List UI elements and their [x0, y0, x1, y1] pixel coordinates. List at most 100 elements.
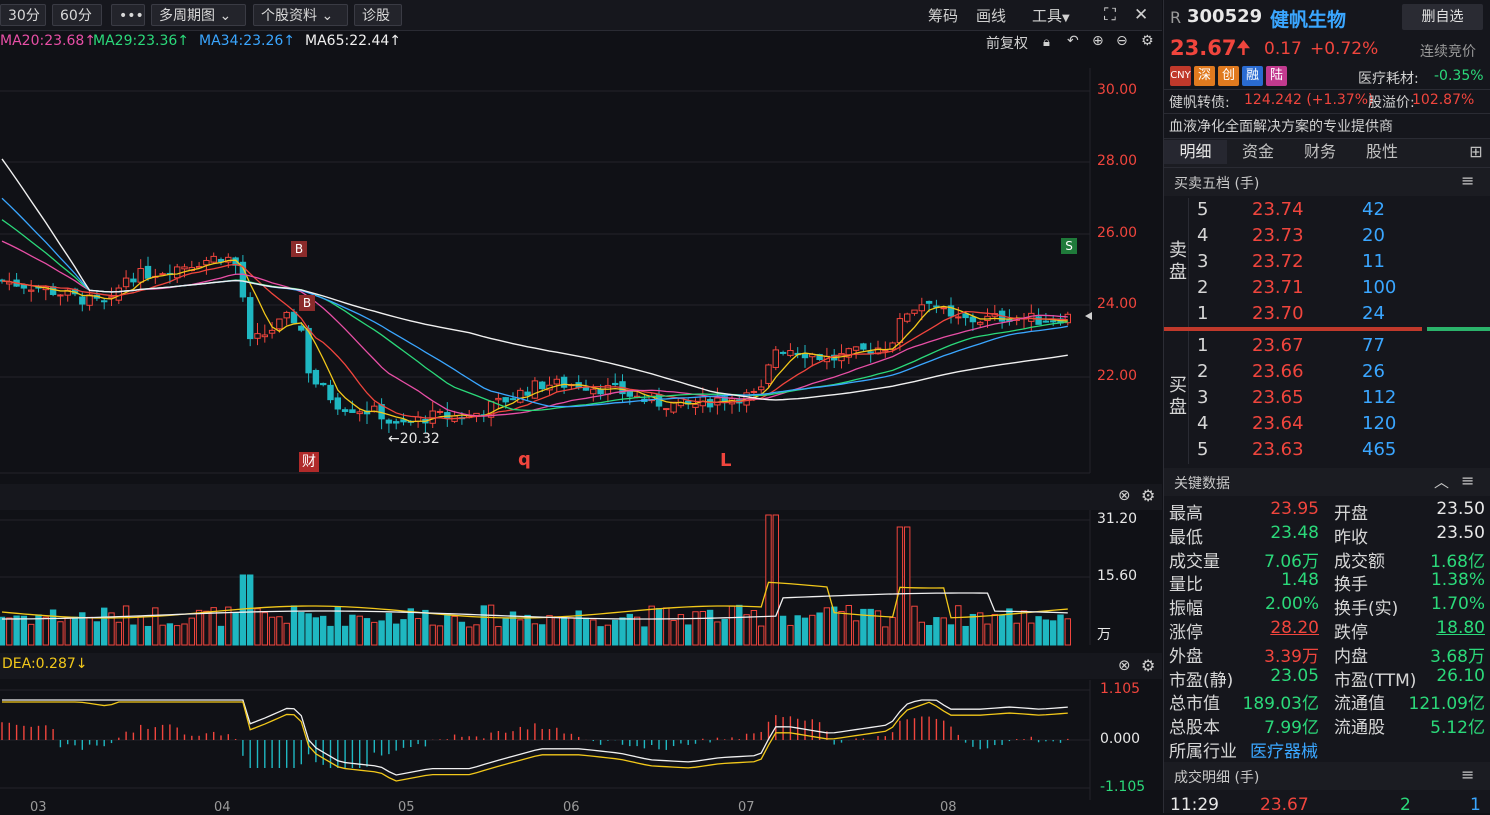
- connect-badge[interactable]: 陆: [1266, 66, 1287, 86]
- volume-bar: [122, 605, 130, 646]
- zoom-out-icon[interactable]: ⊖: [1116, 33, 1128, 49]
- low-price-label: ←20.32: [388, 431, 440, 447]
- adjust-button[interactable]: 前复权: [986, 36, 1028, 52]
- close-icon[interactable]: ✕: [1134, 5, 1149, 25]
- buy-marker[interactable]: B: [299, 295, 315, 311]
- close-macd-icon[interactable]: ⊗: [1118, 656, 1131, 674]
- menu-icon[interactable]: ≡: [1461, 171, 1475, 190]
- key-data-value: 2.00%: [1264, 594, 1319, 615]
- volume-bar: [736, 604, 743, 646]
- volume-bar: [268, 616, 276, 646]
- candle-body: [670, 401, 677, 413]
- order-level: 2: [1197, 277, 1209, 298]
- order-volume: 24: [1362, 303, 1385, 324]
- order-level: 2: [1197, 361, 1209, 382]
- collapse-icon[interactable]: ︿: [1434, 473, 1450, 491]
- undo-icon[interactable]: ↶: [1067, 33, 1079, 49]
- sell-order-row[interactable]: 5 23.74 42: [1164, 199, 1490, 225]
- order-volume: 26: [1362, 361, 1385, 382]
- candle-body: [969, 316, 977, 323]
- chips-button[interactable]: 筹码: [928, 7, 959, 25]
- volume-bar: [874, 610, 882, 646]
- settings-macd-icon[interactable]: ⚙: [1141, 656, 1155, 675]
- buy-order-row[interactable]: 5 23.63 465: [1164, 439, 1490, 465]
- fullscreen-icon[interactable]: ⛶: [1104, 5, 1116, 25]
- sell-order-row[interactable]: 2 23.71 100: [1164, 277, 1490, 303]
- volume-bar: [298, 612, 305, 646]
- key-data-value[interactable]: 28.20: [1270, 618, 1319, 638]
- candle-body: [232, 257, 239, 266]
- panel-layout-icon[interactable]: ⊞: [1469, 142, 1483, 161]
- chinext-badge[interactable]: 创: [1218, 66, 1239, 86]
- volume-bar: [239, 574, 247, 646]
- event-marker-l[interactable]: L: [720, 450, 732, 471]
- candle-body: [517, 389, 524, 403]
- volume-bar: [641, 626, 648, 646]
- volume-ma10-line: [1, 592, 1068, 620]
- key-data-value[interactable]: 18.80: [1436, 618, 1485, 638]
- period-60min-button[interactable]: 60分: [52, 4, 102, 26]
- price-grid: [0, 68, 1091, 800]
- candle-body: [268, 329, 276, 334]
- buy-order-row[interactable]: 3 23.65 112: [1164, 387, 1490, 413]
- order-level: 3: [1197, 251, 1209, 272]
- tab-detail[interactable]: 明细: [1164, 140, 1227, 164]
- sell-order-row[interactable]: 3 23.72 11: [1164, 251, 1490, 277]
- volume-bar: [166, 623, 174, 646]
- close-volume-icon[interactable]: ⊗: [1118, 486, 1131, 504]
- volume-bar: [706, 609, 714, 646]
- cny-badge[interactable]: CNY: [1170, 66, 1191, 86]
- menu-icon[interactable]: ≡: [1461, 765, 1475, 784]
- more-periods-button[interactable]: •••: [111, 4, 145, 26]
- price-tick: 22.00: [1097, 368, 1138, 384]
- remove-watchlist-button[interactable]: 删自选: [1402, 4, 1483, 30]
- sell-order-row[interactable]: 4 23.73 20: [1164, 225, 1490, 251]
- lock-icon[interactable]: 🔒︎: [1043, 35, 1050, 50]
- financial-report-marker[interactable]: 财: [299, 452, 319, 472]
- ma34-line: [1, 197, 1068, 408]
- shenzhen-badge[interactable]: 深: [1194, 66, 1215, 86]
- sell-side-label: 卖盘: [1169, 240, 1187, 283]
- candle-body: [947, 305, 955, 317]
- tab-finance[interactable]: 财务: [1303, 142, 1336, 161]
- x-tick: 04: [214, 800, 231, 815]
- price-change-pct: +0.72%: [1310, 39, 1379, 59]
- sell-order-row[interactable]: 1 23.70 24: [1164, 303, 1490, 329]
- order-level: 5: [1197, 199, 1209, 220]
- company-slogan: 血液净化全面解决方案的专业提供商: [1169, 119, 1393, 135]
- tab-funds[interactable]: 资金: [1241, 142, 1274, 161]
- event-marker-q[interactable]: q: [518, 449, 531, 470]
- volume-bar: [502, 618, 509, 646]
- volume-bar: [1035, 616, 1042, 646]
- order-price: 23.65: [1252, 387, 1304, 408]
- candle-body: [597, 388, 604, 395]
- diagnose-button[interactable]: 诊股: [354, 4, 402, 26]
- kline-chart[interactable]: ⊗ ⚙ ⊗ ⚙: [0, 54, 1162, 813]
- order-price: 23.72: [1252, 251, 1304, 272]
- tools-dropdown[interactable]: 工具▼: [1032, 7, 1070, 25]
- settings-volume-icon[interactable]: ⚙: [1141, 486, 1155, 505]
- industry-value[interactable]: 医疗器械: [1250, 742, 1318, 762]
- candle-body: [801, 353, 809, 359]
- draw-line-button[interactable]: 画线: [976, 7, 1007, 25]
- settings-icon[interactable]: ⚙: [1141, 33, 1154, 49]
- volume-bar: [889, 617, 896, 646]
- margin-badge[interactable]: 融: [1242, 66, 1263, 86]
- candle-body: [130, 278, 137, 283]
- bond-label[interactable]: 健帆转债:: [1169, 95, 1230, 111]
- sector-label[interactable]: 医疗耗材:: [1358, 71, 1419, 87]
- chart-toolbar: 30分 60分 ••• 多周期图 ⌄ 个股资料 ⌄ 诊股 筹码 画线 工具▼ ⛶…: [0, 0, 1162, 31]
- multi-period-dropdown[interactable]: 多周期图 ⌄: [151, 4, 246, 26]
- candle-body: [845, 348, 852, 358]
- buy-marker[interactable]: B: [291, 241, 307, 257]
- period-30min-button[interactable]: 30分: [0, 4, 46, 26]
- buy-order-row[interactable]: 4 23.64 120: [1164, 413, 1490, 439]
- zoom-in-icon[interactable]: ⊕: [1092, 33, 1104, 49]
- menu-icon[interactable]: ≡: [1461, 471, 1475, 490]
- tab-stock-nature[interactable]: 股性: [1365, 142, 1398, 161]
- buy-order-row[interactable]: 2 23.66 26: [1164, 361, 1490, 387]
- sell-marker[interactable]: S: [1061, 238, 1077, 254]
- buy-order-row[interactable]: 1 23.67 77: [1164, 335, 1490, 361]
- stock-info-dropdown[interactable]: 个股资料 ⌄: [253, 4, 348, 26]
- order-volume: 100: [1362, 277, 1397, 298]
